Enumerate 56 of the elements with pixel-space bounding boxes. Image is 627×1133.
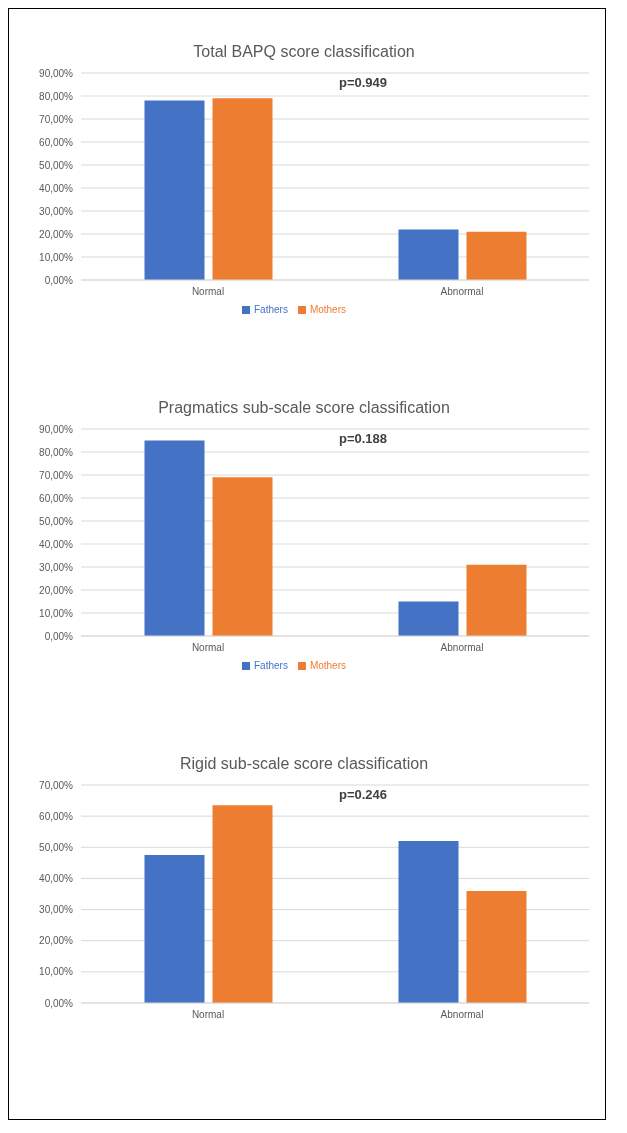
annotation: p=0.949 <box>339 75 388 90</box>
y-tick-label: 70,00% <box>39 113 74 125</box>
y-tick-label: 70,00% <box>39 779 74 791</box>
bar <box>144 855 205 1003</box>
y-tick-label: 60,00% <box>39 136 74 148</box>
y-tick-label: 0,00% <box>44 274 74 286</box>
y-tick-label: 0,00% <box>44 997 74 1009</box>
chart-title: Pragmatics sub-scale score classification <box>157 398 451 418</box>
bar <box>398 229 459 280</box>
y-tick-label: 50,00% <box>39 515 74 527</box>
y-tick-label: 0,00% <box>44 630 74 642</box>
y-tick-label: 60,00% <box>39 810 74 822</box>
legend-label: Mothers <box>309 660 347 671</box>
legend-label: Fathers <box>253 304 288 315</box>
y-tick-label: 80,00% <box>39 446 74 458</box>
x-tick-label: Abnormal <box>440 286 484 298</box>
bar <box>212 805 273 1003</box>
y-tick-label: 70,00% <box>39 469 74 481</box>
bar <box>144 440 205 636</box>
y-tick-label: 20,00% <box>39 584 74 596</box>
y-tick-label: 90,00% <box>39 67 74 79</box>
y-tick-label: 90,00% <box>39 423 74 435</box>
y-tick-label: 30,00% <box>39 205 74 217</box>
bar <box>466 890 527 1003</box>
annotation: p=0.188 <box>339 431 388 446</box>
x-tick-label: Normal <box>191 642 225 654</box>
legend-label: Mothers <box>309 304 347 315</box>
bar <box>466 564 527 636</box>
bar <box>212 477 273 636</box>
bar <box>398 841 459 1003</box>
y-tick-label: 40,00% <box>39 538 74 550</box>
bar <box>212 98 273 280</box>
annotation: p=0.246 <box>339 787 388 802</box>
x-tick-label: Abnormal <box>440 1009 484 1021</box>
y-tick-label: 60,00% <box>39 492 74 504</box>
y-tick-label: 50,00% <box>39 841 74 853</box>
y-tick-label: 10,00% <box>39 966 74 978</box>
x-tick-label: Normal <box>191 1009 225 1021</box>
chart-title: Rigid sub-scale score classification <box>178 754 430 774</box>
y-tick-label: 30,00% <box>39 561 74 573</box>
x-tick-label: Abnormal <box>440 642 484 654</box>
legend-label: Fathers <box>253 660 288 671</box>
chart-title: Total BAPQ score classification <box>192 42 416 62</box>
y-tick-label: 30,00% <box>39 904 74 916</box>
y-tick-label: 50,00% <box>39 159 74 171</box>
y-tick-label: 10,00% <box>39 607 74 619</box>
y-tick-label: 10,00% <box>39 251 74 263</box>
y-tick-label: 20,00% <box>39 228 74 240</box>
y-tick-label: 20,00% <box>39 935 74 947</box>
bar <box>398 601 459 636</box>
y-tick-label: 40,00% <box>39 182 74 194</box>
bar <box>466 231 527 280</box>
y-tick-label: 40,00% <box>39 872 74 884</box>
x-tick-label: Normal <box>191 286 225 298</box>
y-tick-label: 80,00% <box>39 90 74 102</box>
bar <box>144 100 205 280</box>
